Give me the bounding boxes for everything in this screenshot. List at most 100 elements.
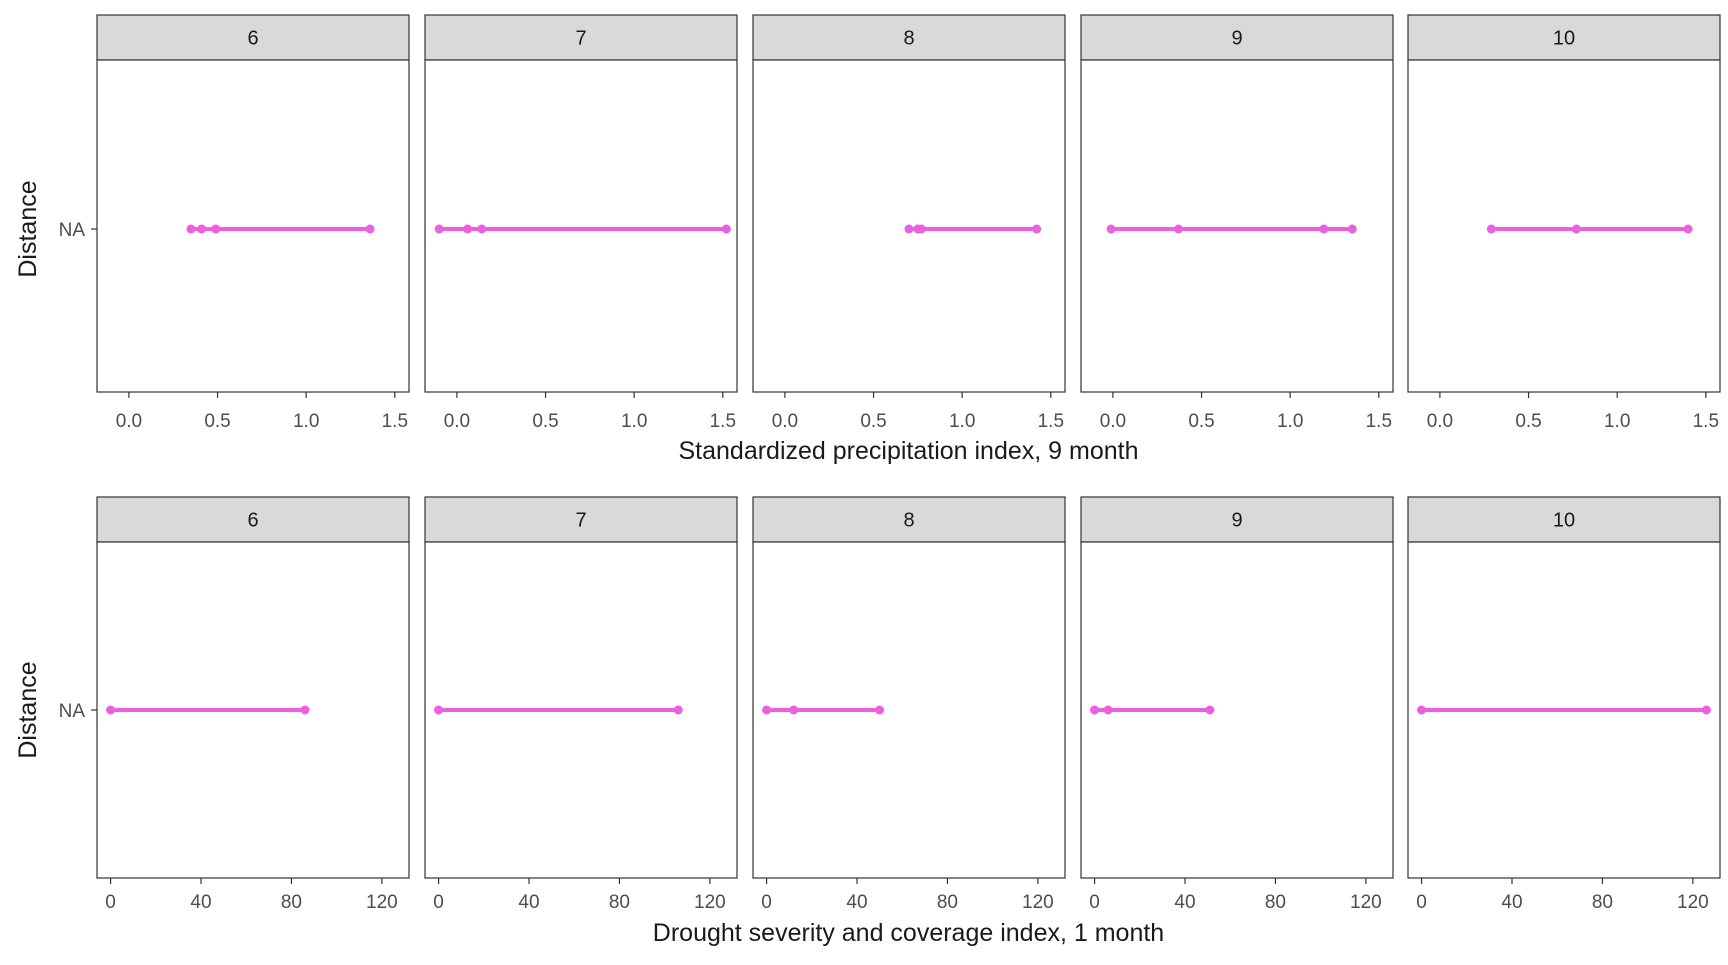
x-tick-label: 0: [1416, 892, 1427, 913]
data-point: [1174, 224, 1183, 234]
facet-strip-label: 6: [247, 28, 258, 50]
data-point: [300, 705, 310, 715]
x-tick-label: 1.0: [949, 411, 975, 432]
data-point: [211, 224, 221, 234]
data-point: [477, 224, 487, 234]
x-tick-label: 0.0: [444, 411, 470, 432]
x-tick-label: 1.0: [1604, 411, 1630, 432]
facet-strip: [1407, 496, 1721, 543]
data-point: [1090, 705, 1100, 715]
x-tick-label: 1.5: [1693, 411, 1719, 432]
x-tick-label: 0.0: [772, 411, 798, 432]
x-tick-label: 120: [366, 892, 398, 913]
x-tick-label: 80: [937, 892, 958, 913]
x-tick-label: 1.0: [293, 411, 319, 432]
panel-background: [1407, 59, 1721, 393]
data-point: [365, 224, 375, 234]
facet-strip: [1080, 14, 1394, 61]
facet-strip-label: 10: [1553, 28, 1575, 50]
facet-strip: [1080, 496, 1394, 543]
x-tick-label: 0.5: [1515, 411, 1541, 432]
data-point: [721, 224, 731, 234]
x-tick-label: 0.0: [1427, 411, 1453, 432]
data-point: [1103, 705, 1113, 715]
x-tick-label: 0.5: [860, 411, 886, 432]
data-point: [1319, 224, 1329, 234]
data-point: [904, 224, 914, 234]
data-point: [463, 224, 473, 234]
panel-background: [424, 59, 738, 393]
facet-strip-label: 6: [247, 510, 258, 532]
x-tick-label: 80: [1592, 892, 1613, 913]
x-tick-label: 120: [1677, 892, 1709, 913]
x-tick-label: 80: [281, 892, 302, 913]
x-tick-label: 0: [433, 892, 444, 913]
facet-strip: [424, 496, 738, 543]
x-tick-label: 40: [518, 892, 539, 913]
data-point: [106, 705, 116, 715]
x-tick-label: 1.5: [1038, 411, 1064, 432]
data-point: [1486, 224, 1496, 234]
data-point: [434, 224, 444, 234]
data-point: [673, 705, 683, 715]
x-tick-label: 80: [1265, 892, 1286, 913]
data-point: [186, 224, 196, 234]
facet-strip-label: 7: [575, 28, 586, 50]
x-tick-label: 120: [1022, 892, 1054, 913]
x-tick-label: 120: [1350, 892, 1382, 913]
panel-background: [1080, 59, 1394, 393]
facet-strip-label: 8: [903, 510, 914, 532]
x-tick-label: 1.5: [1366, 411, 1392, 432]
y-tick-label: NA: [59, 701, 86, 722]
x-tick-label: 0: [1089, 892, 1100, 913]
x-tick-label: 40: [1174, 892, 1195, 913]
x-tick-label: 0.0: [1100, 411, 1126, 432]
data-point: [916, 224, 926, 234]
data-point: [434, 705, 444, 715]
facet-strip-label: 10: [1553, 510, 1575, 532]
x-tick-label: 0: [761, 892, 772, 913]
y-axis-title: Distance: [14, 180, 42, 277]
data-point: [1571, 224, 1581, 234]
facet-strip-label: 9: [1231, 28, 1242, 50]
facet-strip: [96, 14, 410, 61]
y-tick-label: NA: [59, 220, 86, 241]
x-tick-label: 0.0: [116, 411, 142, 432]
x-tick-label: 1.0: [621, 411, 647, 432]
facet-strip-label: 7: [575, 510, 586, 532]
x-tick-label: 120: [694, 892, 726, 913]
data-point: [875, 705, 885, 715]
data-point: [1701, 705, 1711, 715]
x-tick-label: 0.5: [204, 411, 230, 432]
x-tick-label: 40: [190, 892, 211, 913]
x-tick-label: 1.5: [710, 411, 736, 432]
facet-strip-label: 9: [1231, 510, 1242, 532]
x-tick-label: 0.5: [1188, 411, 1214, 432]
x-tick-label: 0.5: [532, 411, 558, 432]
x-tick-label: 80: [609, 892, 630, 913]
data-point: [197, 224, 207, 234]
data-point: [1032, 224, 1042, 234]
x-axis-title: Standardized precipitation index, 9 mont…: [678, 437, 1138, 465]
data-point: [1106, 224, 1116, 234]
y-axis-title: Distance: [14, 661, 42, 758]
x-tick-label: 40: [1501, 892, 1522, 913]
facet-strip: [96, 496, 410, 543]
data-point: [1417, 705, 1427, 715]
data-point: [789, 705, 799, 715]
data-point: [762, 705, 772, 715]
x-tick-label: 1.5: [382, 411, 408, 432]
x-axis-title: Drought severity and coverage index, 1 m…: [653, 919, 1164, 947]
facet-strip-label: 8: [903, 28, 914, 50]
x-tick-label: 0: [105, 892, 116, 913]
data-point: [1347, 224, 1357, 234]
data-point: [1205, 705, 1215, 715]
x-tick-label: 1.0: [1277, 411, 1303, 432]
data-point: [1683, 224, 1693, 234]
facet-strip: [752, 496, 1066, 543]
panel-background: [96, 59, 410, 393]
facet-strip: [1407, 14, 1721, 61]
x-tick-label: 40: [846, 892, 867, 913]
